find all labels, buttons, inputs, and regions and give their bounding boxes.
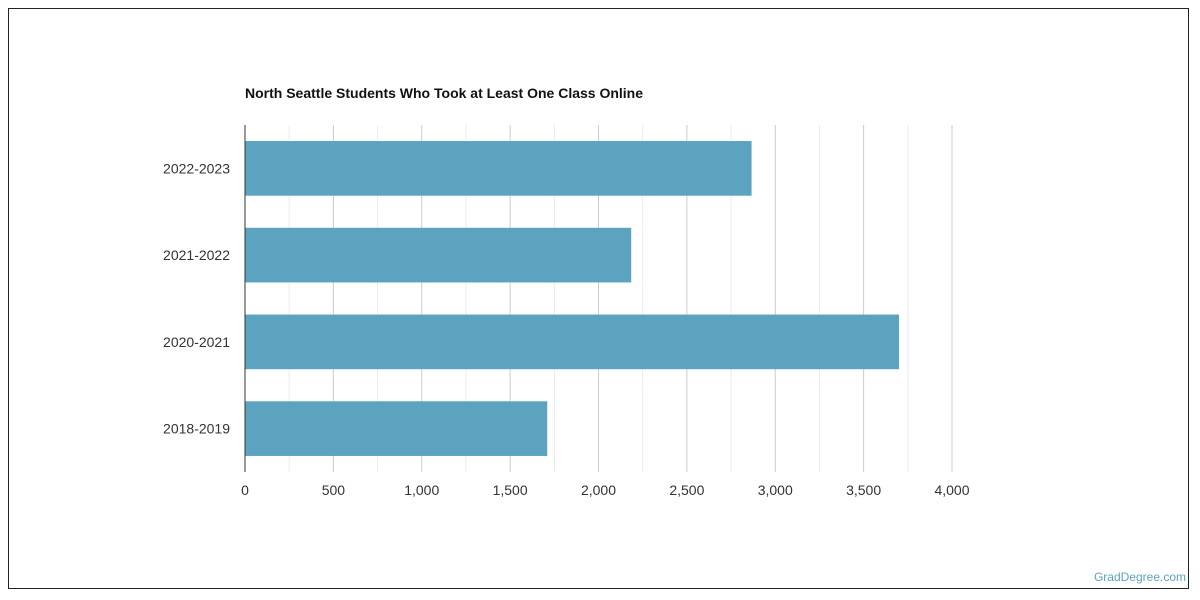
y-category-label: 2022-2023: [163, 160, 230, 176]
x-tick-label: 4,000: [934, 482, 969, 498]
x-tick-label: 1,000: [404, 482, 439, 498]
labels: 0 500 1,000 1,500 2,000 2,500 3,000 3,500 4,000 2…: [163, 160, 970, 498]
x-tick-label: 1,500: [493, 482, 528, 498]
watermark-link[interactable]: GradDegree.com: [1093, 570, 1186, 584]
bar-2018-2019: [245, 401, 548, 456]
x-tick-label: 0: [241, 482, 249, 498]
x-tick-label: 500: [322, 482, 346, 498]
y-category-label: 2020-2021: [163, 334, 230, 350]
x-tick-label: 3,000: [758, 482, 793, 498]
x-tick-label: 3,500: [846, 482, 881, 498]
y-category-label: 2021-2022: [163, 247, 230, 263]
x-tick-label: 2,000: [581, 482, 616, 498]
bars: [245, 141, 899, 456]
bar-2020-2021: [245, 314, 899, 370]
bar-2022-2023: [245, 141, 752, 196]
bar-2021-2022: [245, 227, 632, 283]
x-tick-label: 2,500: [669, 482, 704, 498]
chart-title: North Seattle Students Who Took at Least…: [245, 85, 644, 101]
y-category-label: 2018-2019: [163, 421, 230, 437]
